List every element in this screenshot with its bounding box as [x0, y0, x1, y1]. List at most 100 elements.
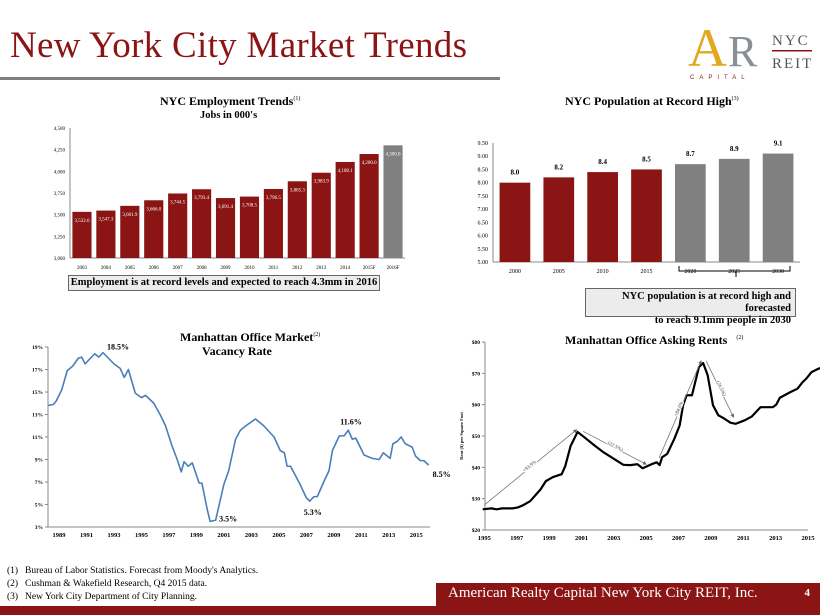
rents-y-tick: $50: [472, 433, 481, 440]
vacancy-y-tick: 15%: [32, 390, 43, 396]
vacancy-y-tick: 13%: [32, 413, 43, 419]
employment-data-label: 4,300.0: [386, 152, 402, 157]
employment-y-tick: 4,500: [54, 127, 66, 132]
employment-x-tick: 2014: [340, 266, 351, 271]
vacancy-y-tick: 17%: [32, 368, 43, 374]
rents-trend-arrow: [705, 360, 734, 418]
population-data-label: 9.1: [774, 140, 783, 148]
vacancy-annotation: 5.3%: [304, 508, 322, 517]
rents-y-tick: $60: [472, 402, 481, 409]
population-bracket: [678, 266, 791, 277]
employment-bar: [96, 210, 116, 258]
vacancy-x-tick: 1999: [190, 532, 204, 539]
employment-x-tick: 2008: [197, 266, 208, 271]
rents-x-tick: 2007: [672, 535, 686, 542]
employment-y-tick: 4,000: [54, 170, 66, 175]
employment-x-tick: 2006: [149, 266, 160, 271]
rents-x-tick: 2015: [802, 535, 816, 542]
population-data-label: 8.0: [511, 169, 520, 177]
employment-data-label: 3,532.6: [74, 219, 90, 224]
employment-data-label: 3,796.5: [266, 196, 282, 201]
vacancy-chart-title: Manhattan Office Market(2): [180, 330, 321, 344]
vacancy-annotation: 11.6%: [340, 417, 362, 426]
vacancy-x-tick: 1995: [135, 532, 149, 539]
vacancy-y-tick: 11%: [32, 435, 43, 441]
employment-x-tick: 2005: [125, 266, 136, 271]
population-bar: [543, 177, 575, 262]
vacancy-x-tick: 2003: [245, 532, 259, 539]
rents-x-tick: 2013: [769, 535, 783, 542]
vacancy-x-tick: 2011: [355, 532, 368, 539]
vacancy-x-tick: 2007: [300, 532, 314, 539]
population-data-label: 8.4: [598, 158, 607, 166]
population-y-tick: 8.00: [478, 181, 489, 187]
employment-x-tick: 2011: [268, 266, 278, 271]
population-note-line2: to reach 9.1mm people in 2030: [654, 315, 791, 326]
employment-bar: [192, 189, 212, 258]
population-data-label: 8.2: [554, 163, 563, 171]
population-y-tick: 5.50: [478, 247, 489, 253]
population-x-tick: 2030: [772, 269, 784, 275]
footer-band: American Realty Capital New York City RE…: [436, 583, 820, 606]
population-bar: [718, 158, 750, 262]
employment-bar: [144, 200, 164, 258]
vacancy-x-tick: 2013: [382, 532, 396, 539]
employment-x-tick: 2015F: [363, 266, 376, 271]
logo-rule: [772, 50, 812, 52]
page-title: New York City Market Trends: [10, 25, 468, 66]
population-x-tick: 2020: [684, 269, 696, 275]
employment-y-tick: 3,750: [54, 192, 66, 197]
population-note-line1: NYC population is at record high and for…: [621, 291, 791, 314]
rents-x-tick: 2011: [737, 535, 750, 542]
title-divider: [0, 77, 500, 80]
employment-chart-title: NYC Employment Trends(1): [160, 94, 301, 108]
population-bar: [587, 172, 618, 262]
population-x-tick: 2015: [641, 269, 653, 275]
rents-y-tick: $30: [472, 496, 481, 503]
footer-company: American Realty Capital New York City RE…: [448, 585, 758, 601]
employment-bar: [359, 154, 379, 258]
employment-bar: [263, 188, 283, 258]
population-x-tick: 2025: [728, 269, 740, 275]
rents-y-tick: $40: [472, 464, 481, 471]
population-data-label: 8.7: [686, 150, 695, 158]
population-bar: [499, 182, 531, 262]
rents-x-tick: 2009: [704, 535, 718, 542]
footnote-1: (1) Bureau of Labor Statistics. Forecast …: [7, 566, 259, 576]
vacancy-x-tick: 2015: [410, 532, 424, 539]
population-y-tick: 6.50: [478, 220, 489, 226]
employment-note: Employment is at record levels and expec…: [68, 275, 380, 291]
employment-x-tick: 2009: [221, 266, 232, 271]
employment-x-tick: 2013: [316, 266, 327, 271]
population-y-tick: 7.50: [478, 194, 489, 200]
employment-data-label: 3,793.4: [194, 196, 210, 201]
rents-trend-label: (26.5%): [714, 380, 726, 397]
vacancy-x-tick: 1993: [107, 532, 121, 539]
logo-a: A: [688, 18, 727, 78]
employment-y-tick: 3,000: [54, 257, 66, 262]
rents-trend-arrow: [582, 430, 647, 465]
population-chart-title: NYC Population at Record High(3): [565, 94, 739, 108]
employment-x-tick: 2016F: [387, 266, 400, 271]
employment-bar: [335, 161, 355, 258]
population-bar: [675, 164, 706, 262]
bottom-bar: [0, 606, 820, 615]
rents-x-tick: 1997: [510, 535, 524, 542]
vacancy-chart-subtitle: Vacancy Rate: [202, 344, 272, 358]
logo-nyc: NYC: [772, 33, 810, 49]
employment-bar: [168, 193, 188, 258]
employment-bar: [72, 211, 92, 258]
employment-data-label: 4,200.0: [362, 161, 378, 166]
vacancy-x-tick: 1991: [80, 532, 93, 539]
vacancy-series-line: [47, 351, 430, 523]
employment-x-tick: 2010: [244, 266, 255, 271]
employment-x-tick: 2004: [101, 266, 112, 271]
population-y-tick: 7.00: [478, 207, 489, 213]
population-y-tick: 8.50: [478, 167, 489, 173]
employment-bar: [383, 145, 403, 258]
employment-data-label: 3,691.4: [218, 205, 234, 210]
rents-x-tick: 2003: [607, 535, 621, 542]
employment-data-label: 3,547.3: [98, 218, 114, 223]
employment-y-tick: 3,250: [54, 235, 66, 240]
